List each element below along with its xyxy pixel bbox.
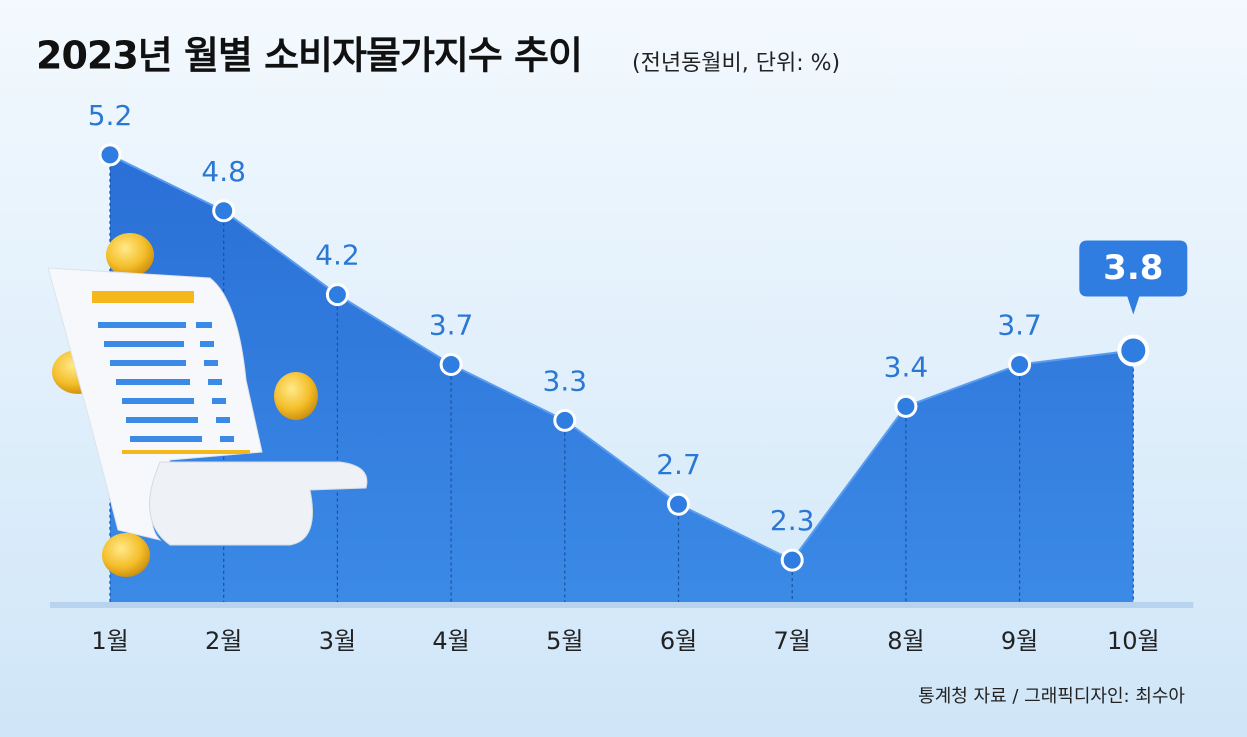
source: 통계청 자료 / 그래픽디자인: 최수아 bbox=[918, 686, 1185, 707]
point bbox=[894, 394, 918, 418]
line bbox=[109, 154, 1134, 562]
x-tick-label: 8월 bbox=[887, 627, 924, 655]
chart-subtitle: (전년동월비, 단위: %) bbox=[632, 51, 840, 76]
point bbox=[1008, 352, 1032, 376]
point bbox=[667, 492, 690, 516]
value-label: 3.4 bbox=[884, 350, 929, 383]
point bbox=[98, 143, 122, 167]
baseline-shadow bbox=[50, 602, 1194, 608]
point bbox=[553, 408, 577, 432]
highlight-callout bbox=[1079, 240, 1188, 315]
value-label: 4.8 bbox=[201, 155, 246, 188]
value-label: 2.3 bbox=[770, 504, 815, 537]
x-tick-label: 3월 bbox=[319, 627, 356, 655]
value-label: 4.2 bbox=[315, 239, 360, 272]
point bbox=[1117, 334, 1150, 367]
value-label: 2.7 bbox=[656, 448, 701, 481]
point bbox=[325, 283, 349, 307]
value-label: 5.2 bbox=[88, 99, 133, 132]
x-tick-label: 4월 bbox=[432, 627, 469, 655]
x-tick-label: 7월 bbox=[774, 627, 811, 655]
point bbox=[780, 548, 804, 572]
x-tick-label: 10월 bbox=[1107, 627, 1160, 655]
x-tick-label: 9월 bbox=[1001, 627, 1038, 655]
value-label: 3.3 bbox=[543, 364, 588, 397]
receipt-illustration bbox=[47, 233, 368, 577]
chart-title: 2023년 월별 소비자물가지수 추이 bbox=[36, 34, 582, 78]
point bbox=[212, 199, 236, 223]
point bbox=[439, 352, 463, 376]
x-tick-label: 2월 bbox=[205, 627, 242, 655]
value-label: 3.7 bbox=[429, 308, 474, 341]
area bbox=[110, 154, 1134, 602]
value-label: 3.8 bbox=[1103, 248, 1163, 288]
x-tick-label: 1월 bbox=[91, 627, 128, 655]
value-label: 3.7 bbox=[997, 308, 1042, 341]
x-tick-label: 5월 bbox=[546, 627, 583, 655]
x-tick-label: 6월 bbox=[660, 627, 697, 655]
